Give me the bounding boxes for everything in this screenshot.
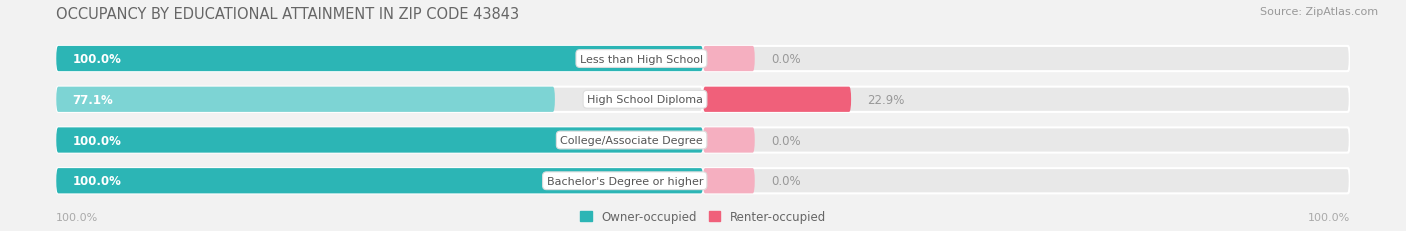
Text: OCCUPANCY BY EDUCATIONAL ATTAINMENT IN ZIP CODE 43843: OCCUPANCY BY EDUCATIONAL ATTAINMENT IN Z…: [56, 7, 519, 22]
Text: 100.0%: 100.0%: [1308, 212, 1350, 222]
Text: 100.0%: 100.0%: [56, 212, 98, 222]
Text: 77.1%: 77.1%: [73, 93, 112, 106]
Text: 100.0%: 100.0%: [73, 174, 121, 187]
FancyBboxPatch shape: [703, 87, 1350, 112]
FancyBboxPatch shape: [56, 47, 703, 72]
FancyBboxPatch shape: [56, 168, 703, 194]
FancyBboxPatch shape: [703, 128, 1350, 153]
FancyBboxPatch shape: [56, 168, 703, 194]
FancyBboxPatch shape: [703, 47, 1350, 72]
Text: Less than High School: Less than High School: [579, 54, 703, 64]
Legend: Owner-occupied, Renter-occupied: Owner-occupied, Renter-occupied: [579, 210, 827, 223]
FancyBboxPatch shape: [703, 128, 755, 153]
FancyBboxPatch shape: [703, 47, 755, 72]
Text: Source: ZipAtlas.com: Source: ZipAtlas.com: [1260, 7, 1378, 17]
FancyBboxPatch shape: [703, 168, 1350, 194]
FancyBboxPatch shape: [56, 87, 555, 112]
Text: 0.0%: 0.0%: [770, 53, 800, 66]
Text: 0.0%: 0.0%: [770, 134, 800, 147]
Text: 100.0%: 100.0%: [73, 53, 121, 66]
FancyBboxPatch shape: [56, 47, 703, 72]
FancyBboxPatch shape: [56, 87, 703, 112]
Text: College/Associate Degree: College/Associate Degree: [560, 135, 703, 145]
Text: 100.0%: 100.0%: [73, 134, 121, 147]
FancyBboxPatch shape: [56, 128, 703, 153]
Text: Bachelor's Degree or higher: Bachelor's Degree or higher: [547, 176, 703, 186]
Text: 22.9%: 22.9%: [868, 93, 904, 106]
Text: High School Diploma: High School Diploma: [586, 95, 703, 105]
FancyBboxPatch shape: [703, 168, 755, 194]
FancyBboxPatch shape: [56, 128, 703, 153]
Text: 0.0%: 0.0%: [770, 174, 800, 187]
FancyBboxPatch shape: [703, 87, 851, 112]
